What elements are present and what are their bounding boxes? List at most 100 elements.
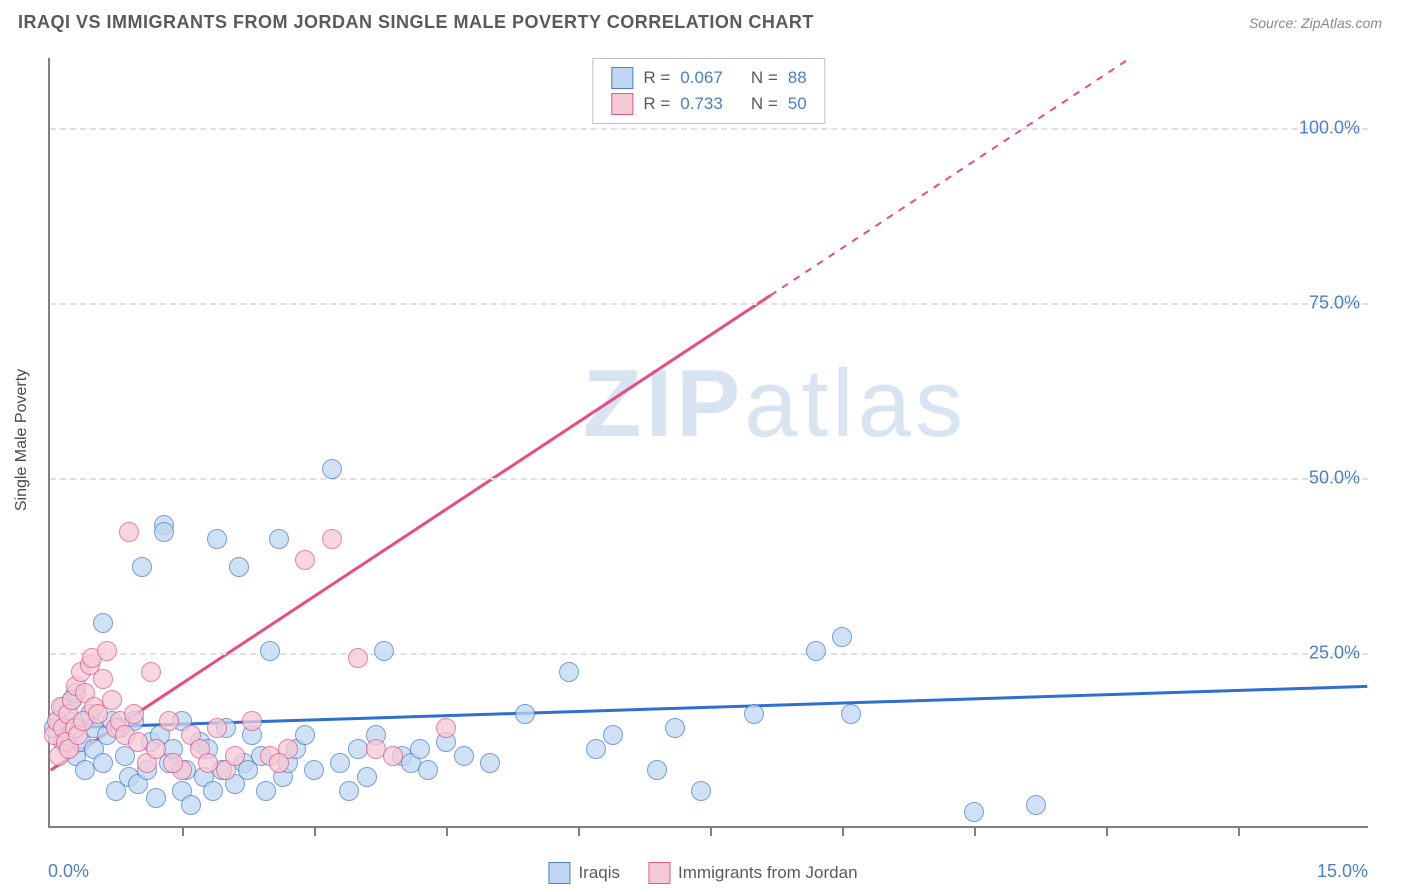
data-point [295, 550, 315, 570]
data-point [97, 641, 117, 661]
data-point [418, 760, 438, 780]
data-point [515, 704, 535, 724]
stat-r-value: 0.067 [680, 68, 723, 88]
data-point [146, 788, 166, 808]
data-point [146, 739, 166, 759]
data-point [304, 760, 324, 780]
data-point [586, 739, 606, 759]
x-tick [710, 826, 712, 836]
data-point [260, 641, 280, 661]
data-point [242, 711, 262, 731]
x-tick [314, 826, 316, 836]
y-tick-label: 50.0% [1309, 468, 1360, 489]
data-point [269, 753, 289, 773]
legend-swatch [648, 862, 670, 884]
legend-label: Immigrants from Jordan [678, 863, 858, 883]
legend-swatch [611, 67, 633, 89]
data-point [383, 746, 403, 766]
data-point [256, 781, 276, 801]
legend-label: Iraqis [578, 863, 620, 883]
data-point [647, 760, 667, 780]
legend-bottom: Iraqis Immigrants from Jordan [548, 862, 857, 884]
gridline-h [50, 128, 1368, 130]
x-tick [842, 826, 844, 836]
stat-n-label: N = [751, 68, 778, 88]
data-point [163, 753, 183, 773]
stat-n-label: N = [751, 94, 778, 114]
data-point [322, 529, 342, 549]
x-tick [1238, 826, 1240, 836]
data-point [93, 613, 113, 633]
data-point [339, 781, 359, 801]
data-point [203, 781, 223, 801]
x-tick [182, 826, 184, 836]
x-tick [578, 826, 580, 836]
legend-item: Immigrants from Jordan [648, 862, 858, 884]
legend-swatch [611, 93, 633, 115]
y-tick-label: 75.0% [1309, 293, 1360, 314]
stat-r-label: R = [643, 94, 670, 114]
source-attribution: Source: ZipAtlas.com [1249, 15, 1382, 31]
data-point [102, 690, 122, 710]
data-point [665, 718, 685, 738]
stats-row: R = 0.067 N = 88 [611, 65, 806, 91]
data-point [181, 795, 201, 815]
data-point [330, 753, 350, 773]
data-point [436, 718, 456, 738]
header-bar: IRAQI VS IMMIGRANTS FROM JORDAN SINGLE M… [0, 0, 1406, 41]
data-point [132, 557, 152, 577]
x-axis-min-label: 0.0% [48, 861, 89, 882]
stat-n-value: 88 [788, 68, 807, 88]
data-point [841, 704, 861, 724]
watermark-bold: ZIP [583, 350, 744, 457]
x-tick [1106, 826, 1108, 836]
data-point [295, 725, 315, 745]
data-point [225, 746, 245, 766]
stats-row: R = 0.733 N = 50 [611, 91, 806, 117]
data-point [93, 753, 113, 773]
data-point [154, 522, 174, 542]
x-axis-max-label: 15.0% [1317, 861, 1368, 882]
chart-title: IRAQI VS IMMIGRANTS FROM JORDAN SINGLE M… [18, 12, 814, 33]
data-point [454, 746, 474, 766]
data-point [374, 641, 394, 661]
data-point [207, 718, 227, 738]
x-tick [446, 826, 448, 836]
data-point [124, 704, 144, 724]
data-point [832, 627, 852, 647]
y-tick-label: 25.0% [1309, 643, 1360, 664]
data-point [964, 802, 984, 822]
data-point [229, 557, 249, 577]
data-point [806, 641, 826, 661]
gridline-h [50, 303, 1368, 305]
legend-swatch [548, 862, 570, 884]
data-point [480, 753, 500, 773]
stat-r-value: 0.733 [680, 94, 723, 114]
data-point [119, 522, 139, 542]
data-point [159, 711, 179, 731]
data-point [559, 662, 579, 682]
data-point [93, 669, 113, 689]
stat-r-label: R = [643, 68, 670, 88]
data-point [269, 529, 289, 549]
stats-box: R = 0.067 N = 88 R = 0.733 N = 50 [592, 58, 825, 124]
gridline-h [50, 478, 1368, 480]
data-point [691, 781, 711, 801]
data-point [1026, 795, 1046, 815]
data-point [744, 704, 764, 724]
chart-plot-area: ZIPatlas 25.0% 50.0% 75.0% 100.0% R = 0.067 N … [48, 58, 1368, 828]
stat-n-value: 50 [788, 94, 807, 114]
data-point [410, 739, 430, 759]
data-point [322, 459, 342, 479]
watermark-light: atlas [744, 350, 967, 457]
data-point [207, 529, 227, 549]
watermark: ZIPatlas [583, 349, 967, 459]
x-tick [974, 826, 976, 836]
gridline-h [50, 653, 1368, 655]
data-point [348, 648, 368, 668]
data-point [357, 767, 377, 787]
legend-item: Iraqis [548, 862, 620, 884]
data-point [603, 725, 623, 745]
y-axis-title: Single Male Poverty [13, 369, 31, 511]
y-tick-label: 100.0% [1299, 118, 1360, 139]
